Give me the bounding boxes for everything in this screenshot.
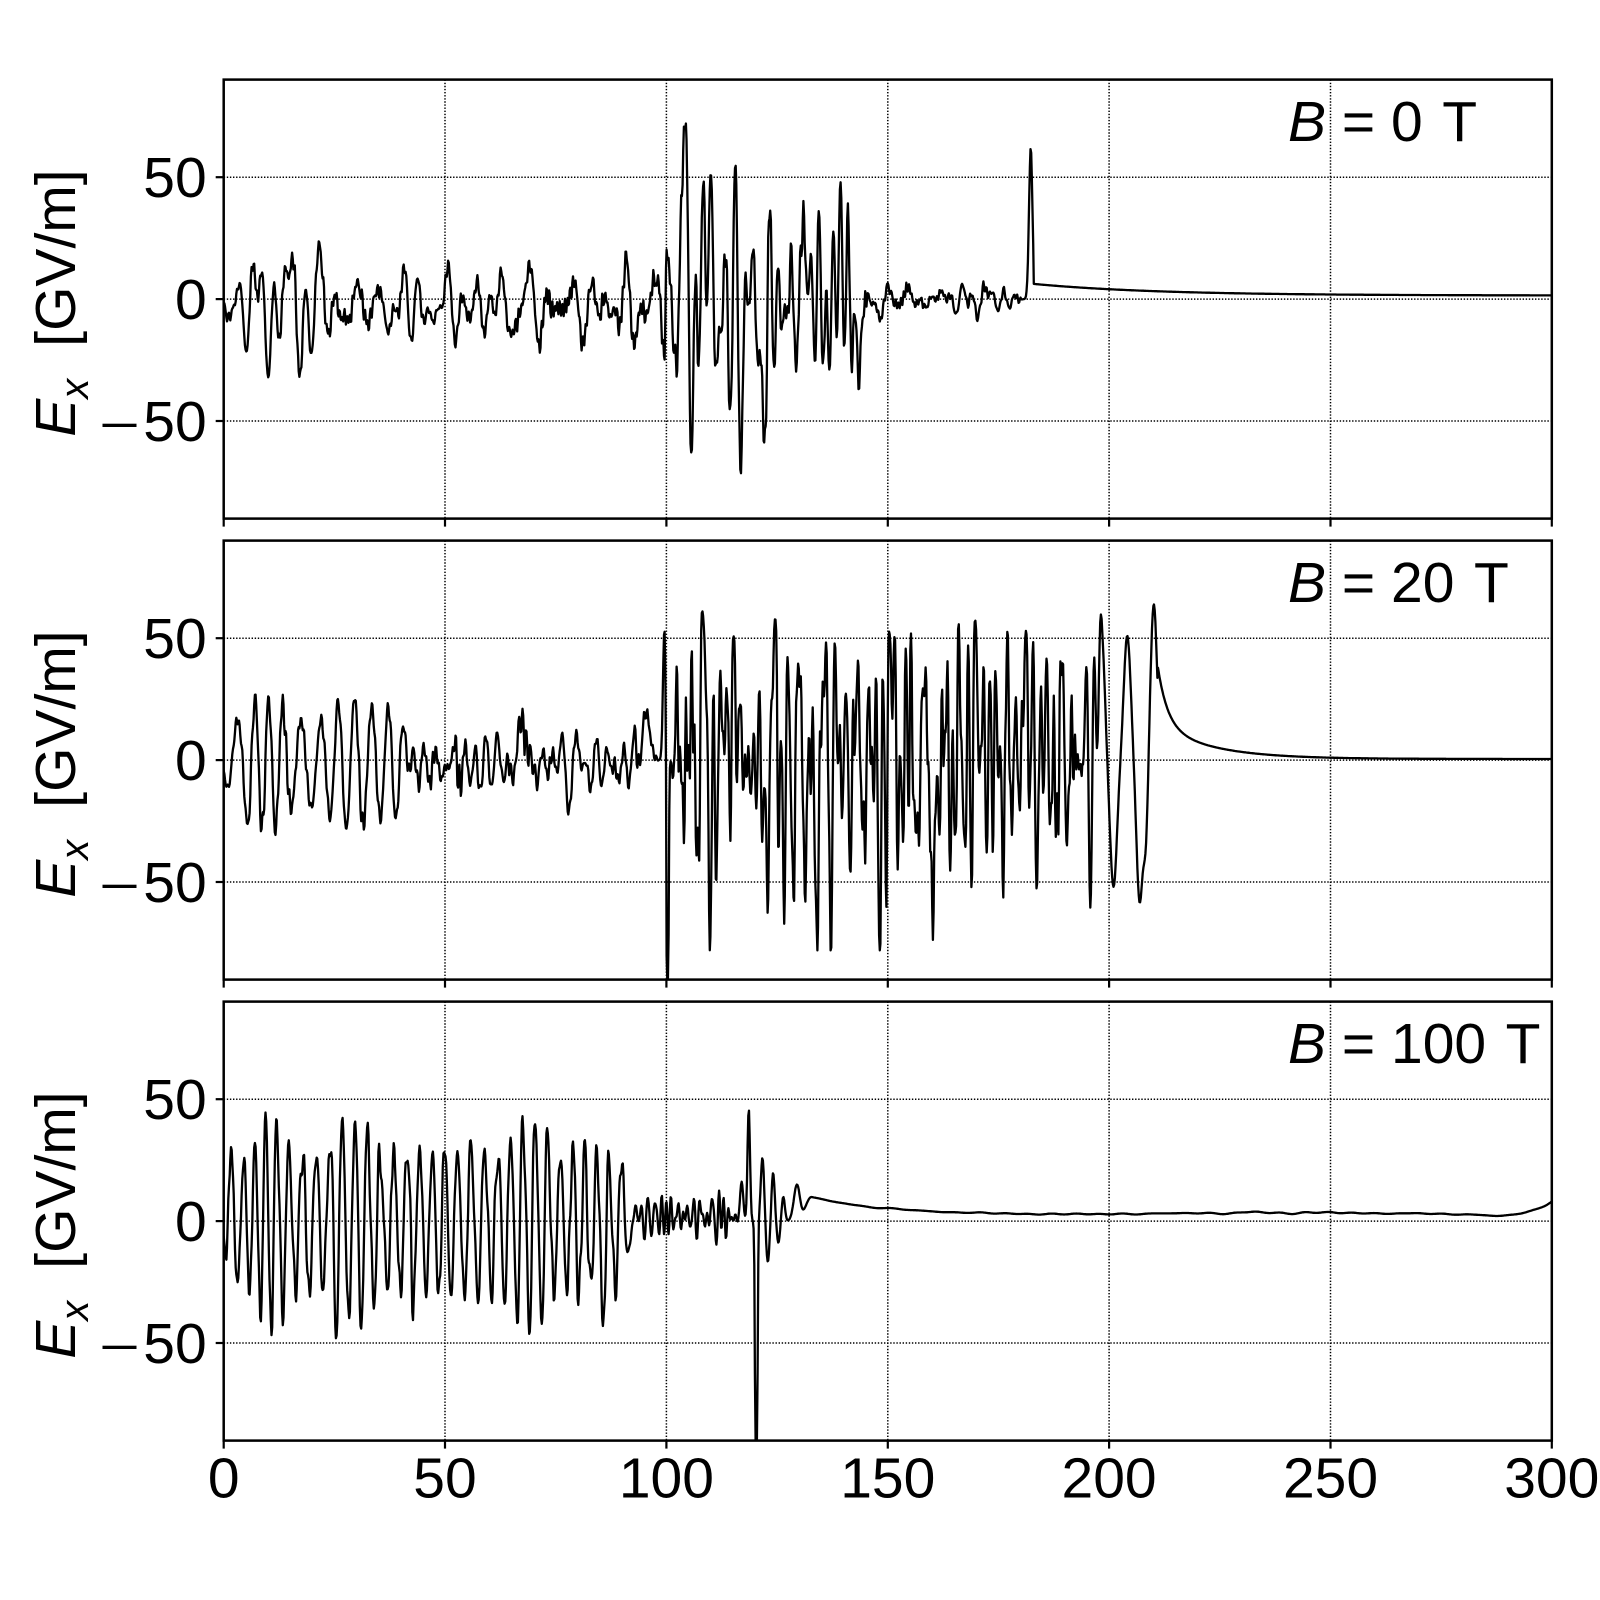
svg-text:0: 0 — [175, 1190, 207, 1254]
svg-text:50: 50 — [143, 607, 206, 671]
svg-text:250: 250 — [1283, 1447, 1378, 1511]
svg-text:Ex [GV/m]: Ex [GV/m] — [24, 1091, 97, 1358]
svg-text:Ex [GV/m]: Ex [GV/m] — [24, 630, 97, 897]
svg-text:0: 0 — [208, 1447, 240, 1511]
svg-text:150: 150 — [840, 1447, 935, 1511]
svg-text:50: 50 — [143, 851, 206, 915]
svg-text:0: 0 — [175, 729, 207, 793]
svg-text:200: 200 — [1062, 1447, 1157, 1511]
svg-text:B = 0 T: B = 0 T — [1288, 90, 1477, 154]
svg-text:50: 50 — [143, 390, 206, 454]
svg-text:50: 50 — [143, 1312, 206, 1376]
svg-text:100: 100 — [619, 1447, 714, 1511]
svg-text:0: 0 — [175, 268, 207, 332]
svg-text:B = 20 T: B = 20 T — [1288, 551, 1509, 615]
svg-text:B = 100 T: B = 100 T — [1288, 1012, 1540, 1076]
svg-text:Ex [GV/m]: Ex [GV/m] — [24, 169, 97, 436]
svg-text:50: 50 — [143, 1068, 206, 1132]
svg-text:300: 300 — [1504, 1447, 1599, 1511]
svg-text:50: 50 — [413, 1447, 476, 1511]
svg-text:50: 50 — [143, 146, 206, 210]
